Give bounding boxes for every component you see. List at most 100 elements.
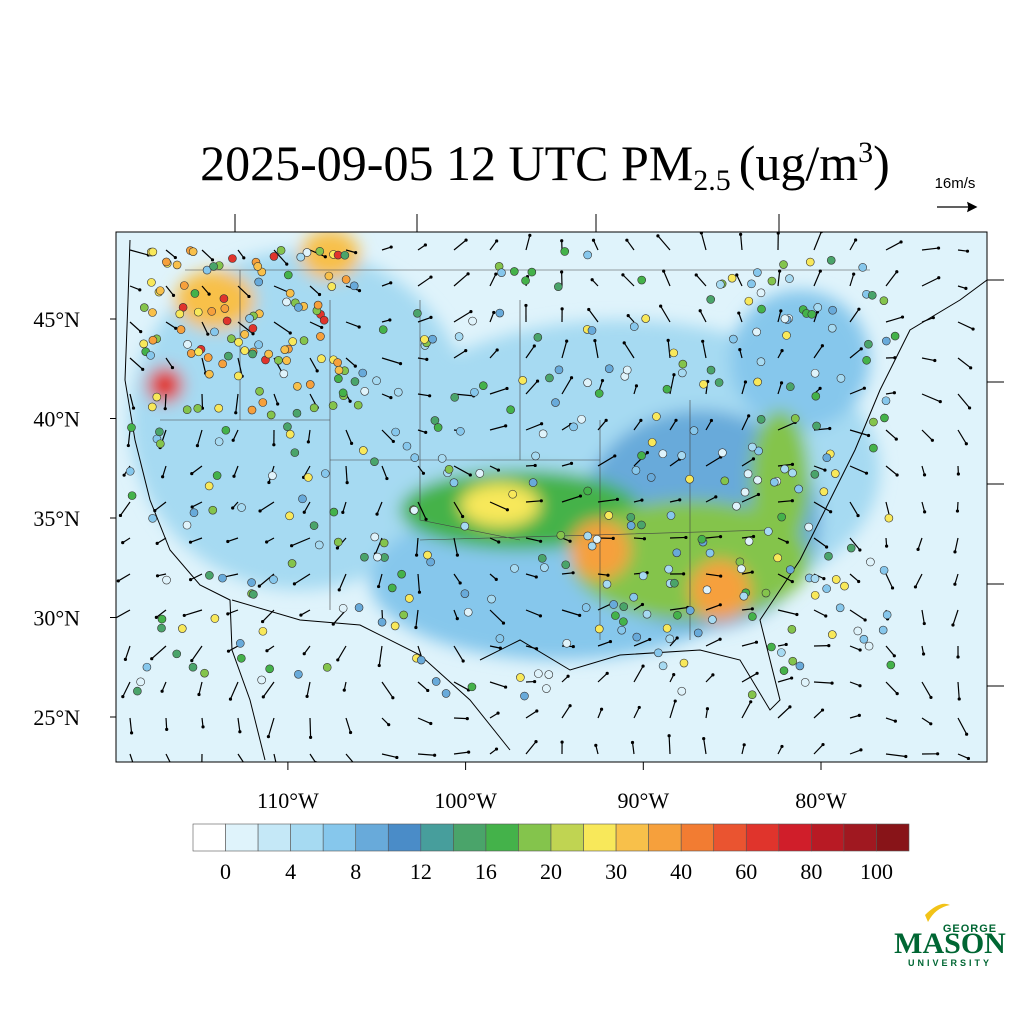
monitor-dot: [813, 303, 823, 312]
wind-arrow-head: [501, 621, 506, 625]
wind-arrow: [191, 645, 203, 661]
colorbar-swatch: [876, 823, 910, 852]
wind-arrow: [129, 249, 149, 256]
monitor-dot: [305, 380, 315, 389]
monitor-dot: [795, 661, 805, 671]
wind-arrow: [777, 271, 781, 287]
monitor-dot: [737, 564, 746, 574]
wind-arrow: [957, 681, 960, 700]
monitor-dot: [884, 513, 894, 523]
colorbar-swatch: [453, 823, 487, 852]
monitor-dot: [148, 247, 158, 257]
monitor-dot: [449, 478, 459, 488]
wind-arrow-head: [535, 379, 540, 383]
wind-arrow-head: [827, 644, 831, 648]
wind-arrow-head: [916, 547, 920, 551]
monitor-dot: [708, 615, 717, 624]
monitor-dot: [652, 412, 661, 421]
wind-arrow-head: [818, 386, 822, 391]
wind-arrow-head: [465, 717, 469, 721]
wind-arrow: [705, 535, 721, 539]
wind-arrow-head: [170, 365, 175, 370]
wind-arrow-head: [822, 577, 826, 581]
monitor-dot: [882, 336, 891, 346]
wind-arrow-head: [590, 278, 594, 282]
monitor-dot: [204, 481, 214, 491]
wind-arrow-head: [155, 574, 160, 578]
wind-arrow: [669, 458, 681, 467]
wind-arrow-head: [823, 468, 827, 472]
wind-arrow-head: [895, 270, 899, 274]
wind-arrow: [127, 429, 131, 446]
monitor-dot: [214, 403, 223, 413]
monitor-dot: [282, 297, 291, 307]
monitor-dot: [478, 381, 488, 390]
monitor-dot: [619, 602, 629, 611]
wind-arrow: [309, 321, 322, 328]
monitor-dot: [752, 327, 761, 337]
monitor-dot: [678, 359, 688, 369]
wind-arrow-head: [899, 240, 903, 244]
wind-arrow-head: [890, 586, 895, 590]
monitor-dot: [562, 638, 572, 648]
wind-arrow-head: [747, 414, 751, 418]
monitor-dot: [370, 457, 379, 467]
wind-arrow: [777, 677, 792, 683]
wind-arrow-head: [790, 676, 794, 680]
wind-arrow-head: [634, 384, 639, 388]
wind-arrow: [262, 681, 275, 698]
wind-arrow: [921, 609, 925, 624]
monitor-dot: [283, 422, 292, 431]
wind-arrow-head: [743, 380, 748, 384]
wind-arrow-head: [591, 238, 596, 242]
colorbar-swatch: [713, 823, 747, 852]
wind-arrow-head: [535, 709, 539, 713]
wind-arrow: [156, 537, 167, 544]
monitor-dot: [626, 512, 636, 522]
wind-arrow-head: [231, 506, 235, 510]
colorbar-swatch: [485, 823, 519, 852]
monitor-dot: [333, 537, 343, 547]
monitor-dot: [334, 365, 344, 375]
lat-label: 30°N: [33, 606, 80, 631]
wind-arrow: [300, 609, 311, 616]
wind-arrow: [777, 609, 798, 616]
wind-arrow: [453, 239, 467, 251]
wind-arrow-head: [131, 406, 136, 410]
monitor-dot: [125, 466, 135, 476]
wind-arrow-head: [534, 575, 538, 579]
wind-arrow-head: [155, 541, 159, 545]
monitor-dot: [294, 303, 303, 312]
wind-arrow-head: [967, 406, 972, 410]
wind-arrow-head: [778, 269, 782, 273]
wind-arrow: [342, 501, 347, 513]
monitor-dot: [520, 691, 529, 701]
wind-arrow-head: [357, 767, 360, 770]
colorbar-swatch: [550, 823, 584, 852]
monitor-dot: [338, 603, 348, 613]
monitor-dot: [209, 262, 218, 271]
wind-arrow-head: [505, 508, 509, 512]
wind-arrow-head: [342, 688, 346, 692]
wind-arrow-head: [560, 740, 564, 744]
wind-arrow: [626, 239, 635, 251]
reference-vector: [937, 201, 978, 213]
wind-arrow: [453, 311, 472, 323]
wind-arrow-head: [534, 740, 538, 744]
wind-arrow: [303, 501, 311, 513]
monitor-dot: [178, 624, 187, 633]
wind-arrow-head: [275, 765, 278, 768]
wind-arrow: [921, 357, 935, 362]
wind-arrow-head: [421, 471, 426, 475]
wind-arrow-head: [165, 727, 169, 731]
wind-arrow: [525, 609, 541, 617]
wind-arrow-head: [170, 764, 173, 767]
wind-arrow-head: [864, 471, 869, 475]
wind-arrow: [633, 707, 640, 719]
wind-arrow-head: [469, 310, 473, 314]
colorbar-label: 0: [220, 859, 231, 884]
wind-arrow: [129, 753, 134, 762]
monitor-dot: [219, 294, 229, 303]
monitor-dot: [554, 365, 564, 375]
wind-arrow: [957, 429, 967, 445]
